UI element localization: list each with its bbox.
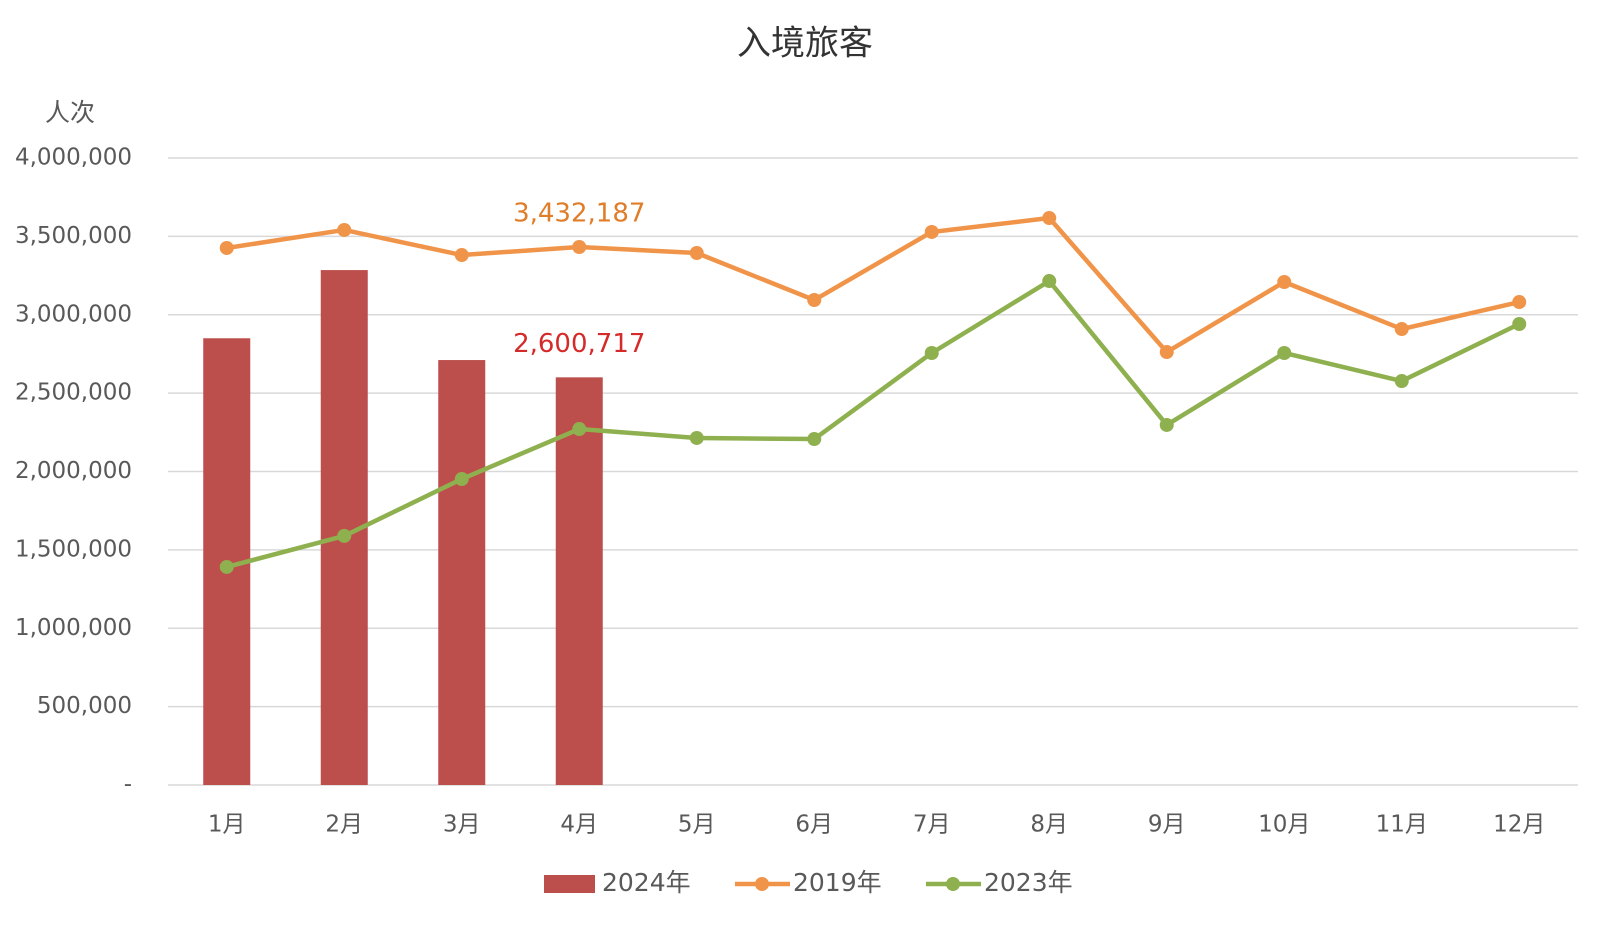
legend-label: 2024年 [602,868,691,897]
marker [219,559,234,574]
marker [1042,274,1057,289]
marker [1394,322,1409,337]
y-tick-label: 2,500,000 [15,380,132,406]
y-axis-label: 人次 [45,98,95,127]
x-tick-label: 11月 [1376,812,1428,838]
y-tick-label: 1,000,000 [15,615,132,641]
x-tick-label: 2月 [325,812,363,838]
marker [454,248,469,263]
y-tick-label: 3,500,000 [15,223,132,249]
marker [1159,345,1174,360]
bar [555,377,603,785]
marker [807,293,822,308]
y-tick-label: - [124,772,132,798]
marker [924,224,939,239]
marker [1277,345,1292,360]
marker [1277,274,1292,289]
line [226,215,1520,355]
marker [689,430,704,445]
x-tick-label: 12月 [1493,812,1545,838]
x-tick-label: 6月 [795,812,833,838]
marker [1159,417,1174,432]
x-tick-label: 5月 [678,812,716,838]
legend-swatch [946,877,960,891]
marker [1042,211,1057,226]
y-tick-label: 3,000,000 [15,301,132,327]
x-tick-label: 8月 [1030,812,1068,838]
legend-swatch [544,875,595,893]
y-tick-label: 500,000 [37,693,132,719]
x-tick-label: 7月 [913,812,951,838]
legend-swatch [755,877,769,891]
data-label: 3,432,187 [513,199,645,229]
bar [438,360,486,785]
chart-title: 入境旅客 [737,24,873,64]
marker [807,432,822,447]
marker [454,472,469,487]
x-tick-label: 10月 [1258,812,1310,838]
marker [572,422,587,437]
marker [337,528,352,543]
line [226,278,1521,570]
x-tick-label: 4月 [560,812,598,838]
x-tick-label: 3月 [443,812,481,838]
x-tick-label: 9月 [1148,812,1186,838]
marker [1394,374,1409,389]
y-tick-label: 1,500,000 [15,536,132,562]
marker [219,240,234,255]
legend-label: 2019年 [793,868,882,897]
data-label: 2,600,717 [513,329,645,359]
marker [1512,316,1527,331]
y-tick-label: 4,000,000 [15,145,132,171]
marker [689,245,704,260]
legend-label: 2023年 [984,868,1073,897]
marker [924,345,939,360]
marker [1512,295,1527,310]
marker [337,222,352,237]
x-tick-label: 1月 [208,812,246,838]
marker [572,240,587,255]
y-tick-label: 2,000,000 [15,458,132,484]
